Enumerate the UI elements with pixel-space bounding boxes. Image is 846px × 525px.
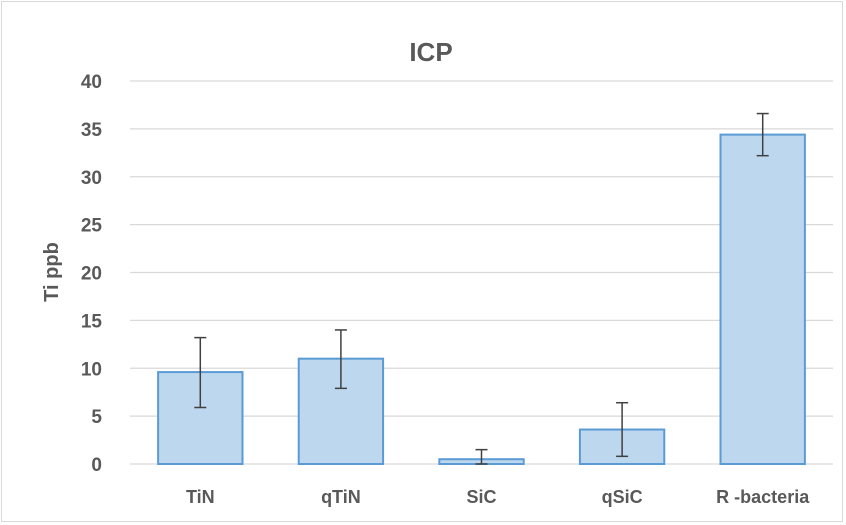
y-tick-label: 10 [81, 359, 102, 380]
x-category-labels: TiN qTiN SiC qSiC R -bacteria [186, 487, 810, 507]
error-bar [194, 336, 207, 409]
bars [157, 133, 806, 465]
y-tick-label: 40 [81, 72, 102, 93]
x-category-label: SiC [466, 487, 496, 507]
gridlines [130, 80, 833, 465]
y-tick-label: 25 [81, 216, 103, 237]
y-tick-labels: 0 5 10 15 20 25 30 35 40 [81, 72, 103, 476]
x-category-label: R -bacteria [716, 487, 810, 507]
error-bar [616, 401, 629, 458]
y-tick-label: 20 [81, 264, 102, 285]
y-tick-label: 5 [91, 407, 102, 428]
chart-title: ICP [409, 37, 452, 67]
error-bar [334, 329, 347, 390]
error-bars [194, 112, 769, 465]
bar-r-bacteria [719, 133, 806, 465]
error-bar [475, 448, 488, 465]
y-tick-label: 35 [81, 120, 103, 141]
y-tick-label: 15 [81, 311, 103, 332]
x-category-label: qTiN [321, 487, 361, 507]
y-tick-label: 0 [91, 455, 102, 476]
y-tick-label: 30 [81, 168, 102, 189]
y-axis-title: Ti ppb [41, 242, 63, 302]
x-category-label: TiN [186, 487, 215, 507]
x-category-label: qSiC [602, 487, 643, 507]
error-bar [756, 112, 769, 157]
